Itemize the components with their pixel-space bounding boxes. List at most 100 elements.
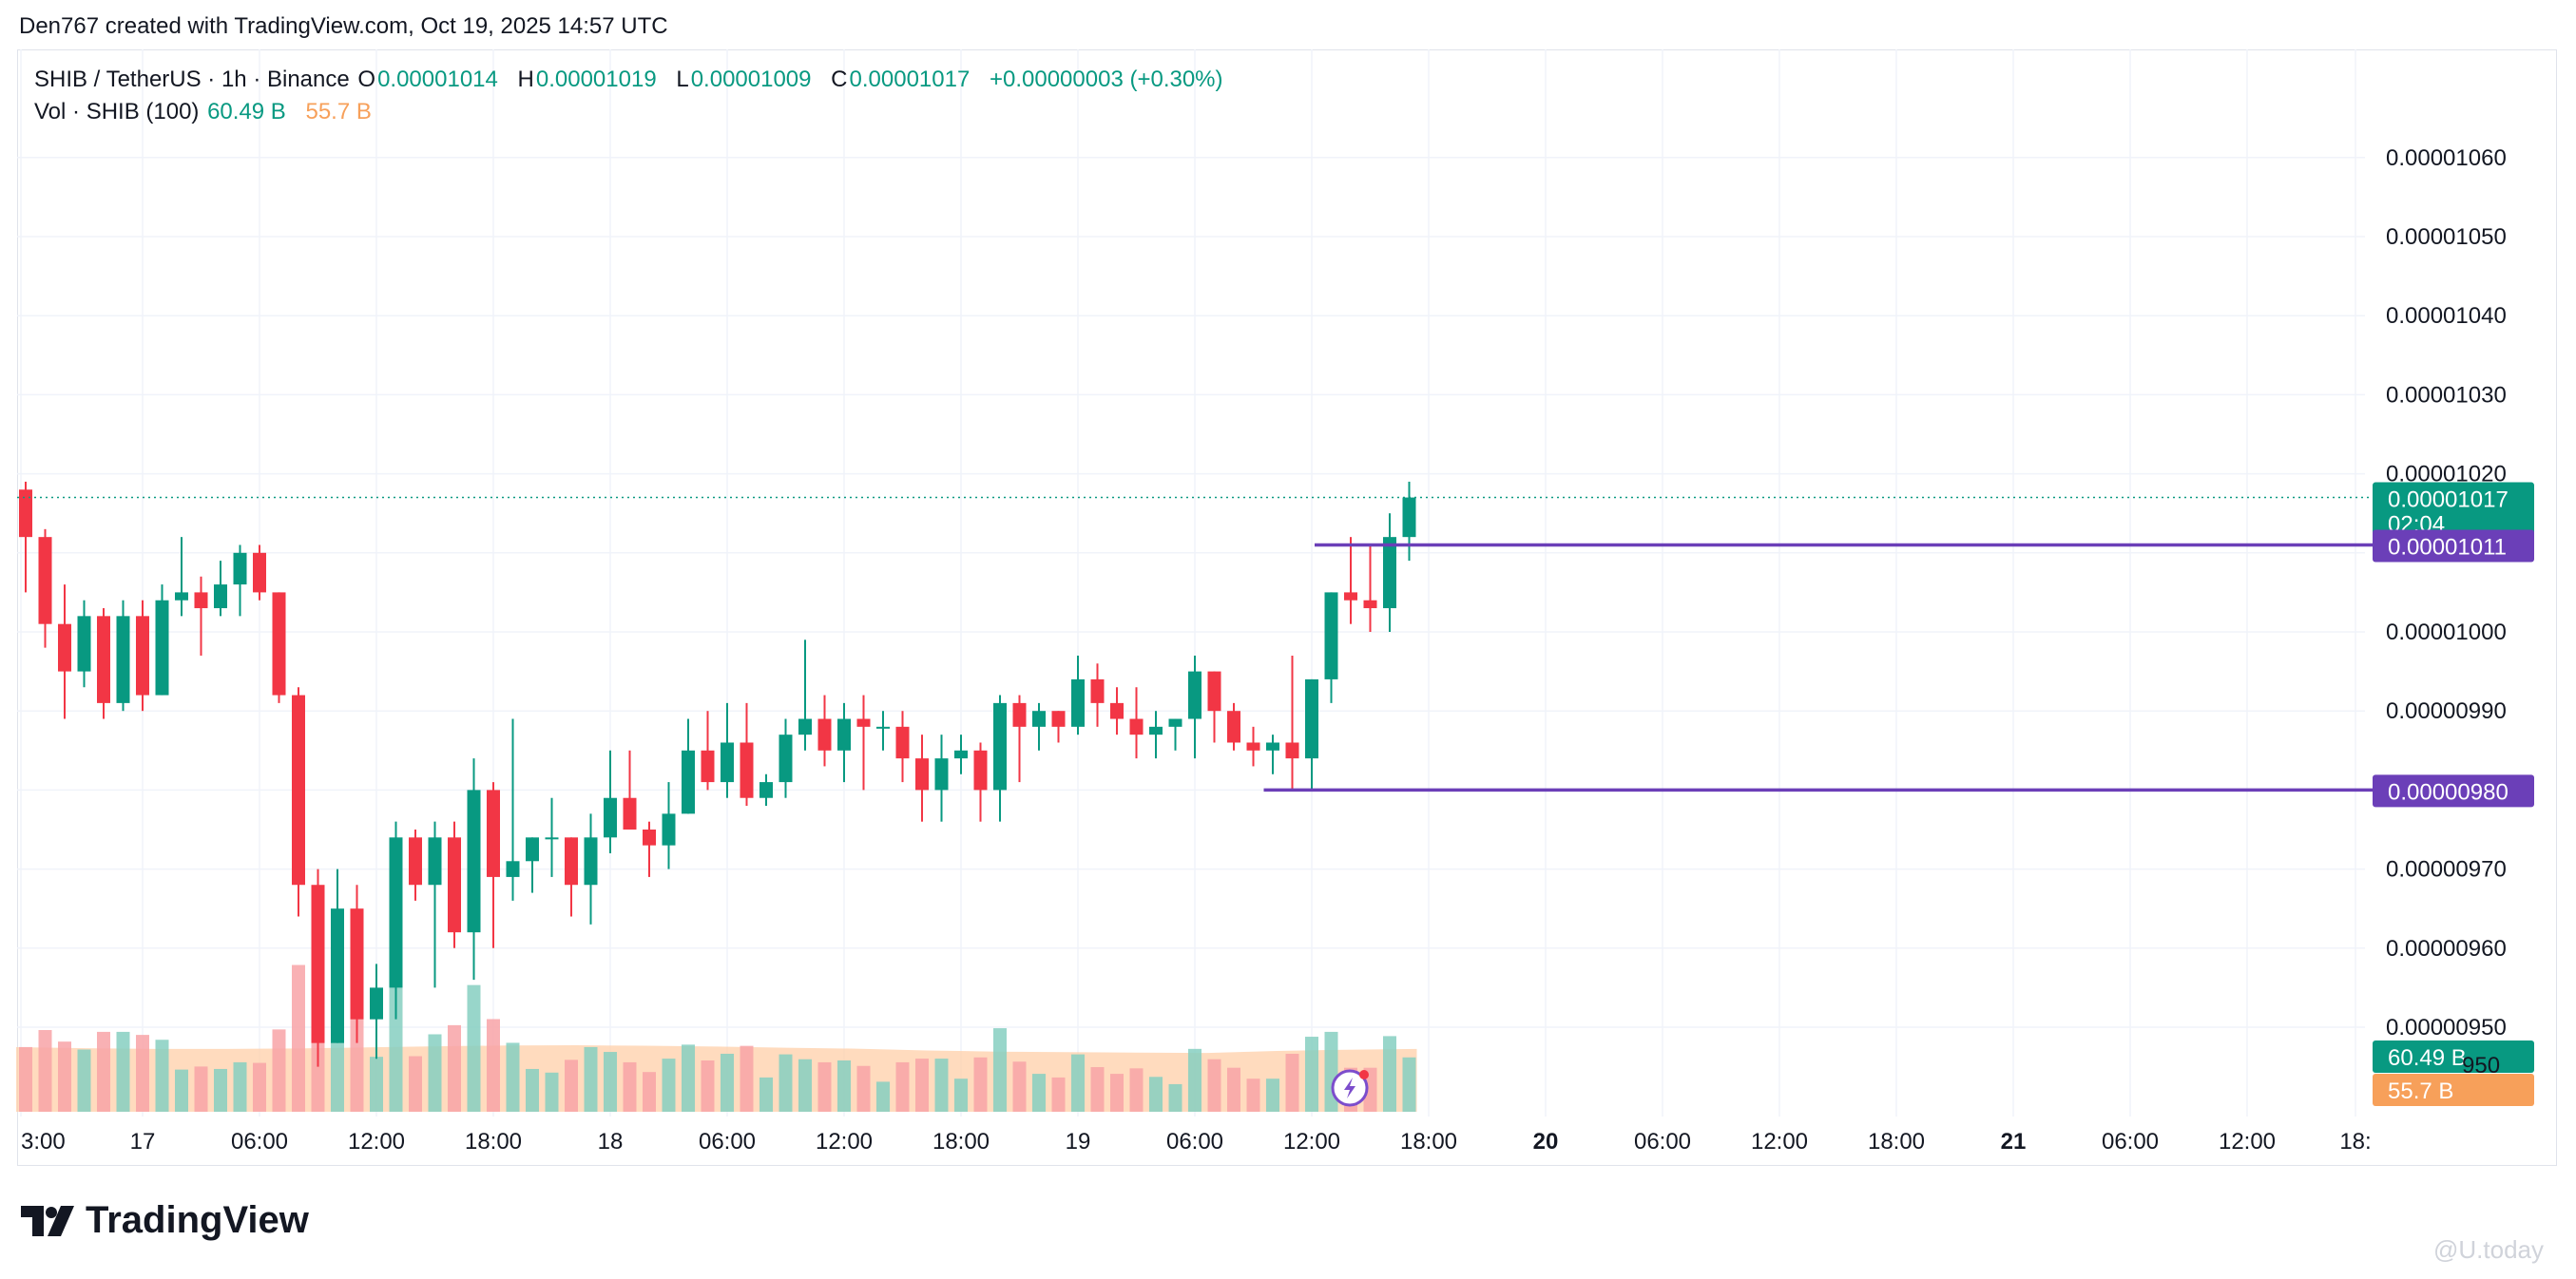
candle-body (604, 797, 617, 838)
candle-body (1305, 678, 1318, 759)
time-tick-label: 12:00 (1283, 1129, 1340, 1155)
volume-bar (721, 1053, 734, 1112)
volume-bar (1149, 1077, 1163, 1112)
candle-body (993, 702, 1007, 791)
legend-symbol[interactable]: SHIB / TetherUS · 1h · Binance (34, 67, 350, 92)
volume-bar (1188, 1048, 1201, 1112)
candle-body (662, 813, 676, 846)
tradingview-logo-icon (21, 1205, 74, 1236)
time-tick-label: 12:00 (1751, 1129, 1808, 1155)
candle-body (331, 908, 344, 1043)
volume-bar (779, 1054, 793, 1112)
candle-body (895, 726, 910, 759)
volume-bar (506, 1042, 520, 1112)
volume-bar (798, 1059, 812, 1112)
candle-body (1324, 592, 1338, 679)
volume-bar (915, 1059, 929, 1112)
legend-close: 0.00001017 (849, 67, 971, 92)
price-tick-label: 0.00000950 (2386, 1015, 2507, 1040)
price-tick-label-partial: 950 (2462, 1053, 2500, 1079)
volume-bar (856, 1065, 871, 1112)
volume-bar (993, 1028, 1007, 1112)
candle-body (272, 592, 286, 696)
tradingview-logo[interactable]: TradingView (19, 1199, 309, 1242)
candle-body (1032, 711, 1046, 727)
volume-bar (662, 1059, 676, 1112)
candle-body (116, 616, 130, 703)
legend-change: +0.00000003 (+0.30%) (989, 67, 1223, 92)
volume-bar (448, 1024, 461, 1112)
volume-ma-legend-value: 55.7 B (305, 99, 372, 124)
volume-bar (155, 1040, 169, 1112)
candle-body (253, 552, 266, 593)
candle-body (1012, 702, 1027, 727)
candle-body (837, 718, 851, 751)
candle-body (77, 616, 91, 672)
price-tick-label: 0.00000970 (2386, 857, 2507, 883)
time-tick-label: 19 (1066, 1129, 1091, 1155)
candle-body (1227, 711, 1240, 743)
volume-bar (954, 1079, 968, 1112)
last-price-tag-text: 0.00001017 (2388, 487, 2509, 513)
time-tick-label: 12:00 (816, 1129, 873, 1155)
volume-bar (1305, 1037, 1318, 1112)
volume-bar (1032, 1074, 1046, 1112)
volume-bar (1363, 1067, 1377, 1112)
candle-body (1129, 718, 1144, 735)
legend-high: 0.00001019 (535, 67, 657, 92)
time-tick-label: 17 (130, 1129, 156, 1155)
candle-body (817, 718, 832, 751)
volume-bar (817, 1061, 832, 1112)
volume-bar (1207, 1059, 1221, 1112)
candle-body (1246, 742, 1260, 751)
chart-grid (17, 49, 2365, 1117)
candle-body (740, 742, 754, 798)
last-price-tag-bg (2373, 482, 2534, 538)
time-tick-label: 06:00 (231, 1129, 288, 1155)
volume-bar (623, 1061, 637, 1112)
volume-bar (233, 1061, 247, 1112)
volume-legend-label[interactable]: Vol · SHIB (100) (34, 99, 200, 124)
volume-bar (1285, 1053, 1299, 1112)
support-tag-bg (2373, 774, 2534, 808)
volume-bar (1402, 1057, 1416, 1112)
tradingview-logo-text: TradingView (86, 1199, 309, 1241)
time-tick-label: 06:00 (699, 1129, 756, 1155)
price-tick-label: 0.00001050 (2386, 224, 2507, 250)
candle-body (526, 837, 539, 862)
volume-bar (1383, 1036, 1396, 1112)
candle-body (584, 837, 598, 886)
candle-body (565, 837, 578, 886)
volume-bar (876, 1081, 890, 1112)
time-tick-label: 18:00 (1400, 1129, 1457, 1155)
volume-bar (389, 987, 403, 1112)
price-tags: 0.0000101702:040.000010110.0000098060.49… (2373, 482, 2534, 1106)
candle-body (1188, 671, 1201, 719)
volume-bar (701, 1060, 715, 1112)
candle-body (1285, 742, 1299, 759)
candle-body (292, 695, 305, 886)
legend-low-label: L (676, 67, 689, 92)
legend-high-label: H (517, 67, 534, 92)
volume-bar (1090, 1067, 1105, 1112)
volume-bars (19, 964, 1416, 1112)
time-tick-label: 18: (2339, 1129, 2371, 1155)
candle-body (467, 790, 481, 933)
price-tick-label: 0.00000990 (2386, 698, 2507, 724)
volume-bar (428, 1034, 442, 1112)
chart-attribution: Den767 created with TradingView.com, Oct… (19, 13, 668, 39)
legend-close-label: C (831, 67, 848, 92)
candle-body (448, 837, 461, 933)
volume-bar (934, 1059, 949, 1112)
volume-bar (1071, 1054, 1085, 1112)
time-axis: 3:00 17 06:00 12:00 18:00 18 06:00 12:00 18:00 19… (21, 1129, 2372, 1155)
volume-tag-bg (2373, 1040, 2534, 1073)
time-tick-label: 18:00 (465, 1129, 522, 1155)
chart-frame[interactable] (17, 49, 2557, 1166)
candle-body (1344, 592, 1357, 601)
volume-bar (467, 984, 481, 1112)
candle-body (798, 718, 812, 735)
time-tick-label: 12:00 (2219, 1129, 2276, 1155)
volume-bar (1051, 1077, 1066, 1112)
